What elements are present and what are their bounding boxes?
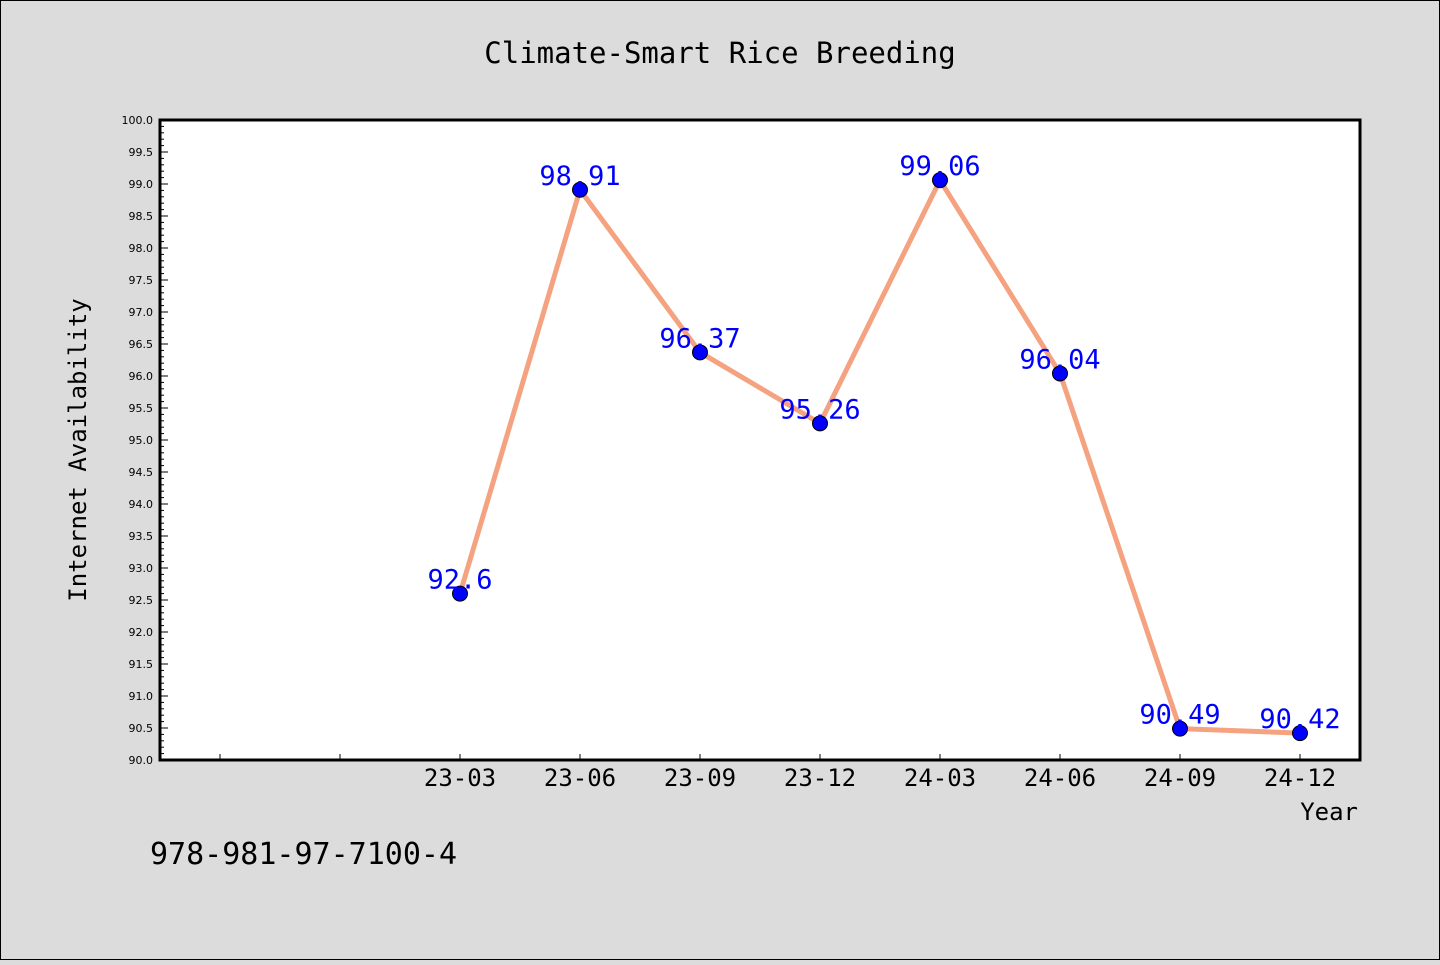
y-tick-label: 94.5 — [129, 466, 154, 479]
series-line — [457, 177, 1303, 736]
x-tick-label: 23-03 — [424, 764, 496, 792]
x-axis: 23-03 23-06 23-09 23-12 24-03 24-06 24-09 24-12 — [219, 754, 1336, 792]
data-point — [572, 181, 588, 198]
data-point — [1052, 365, 1068, 382]
series-layer: 92.6 98.91 96.37 95.26 99.06 96.04 90.49 90.42 — [427, 151, 1341, 742]
y-tick-label: 97.5 — [129, 274, 154, 287]
data-point — [812, 415, 828, 432]
data-label: 96.04 — [1019, 344, 1100, 375]
y-tick-label: 90.5 — [129, 722, 154, 735]
plot-frame — [158, 118, 1362, 762]
data-point — [932, 172, 948, 189]
y-tick-label: 97.0 — [129, 306, 154, 319]
data-point — [1172, 720, 1188, 737]
data-label: 96.37 — [659, 323, 740, 354]
chart-title: Climate-Smart Rice Breeding — [484, 36, 955, 70]
y-tick-label: 90.0 — [129, 754, 154, 767]
x-tick-label: 24-06 — [1024, 764, 1096, 792]
y-axis: 90.0 90.5 91.0 91.5 92.0 92.5 93.0 93.5 94.0 94.5… — [122, 114, 168, 767]
x-tick-label: 23-09 — [664, 764, 736, 792]
data-label: 95.26 — [779, 394, 860, 425]
x-tick-label: 24-12 — [1264, 764, 1336, 792]
y-tick-label: 100.0 — [122, 114, 154, 127]
y-tick-label: 93.0 — [129, 562, 154, 575]
x-tick-label: 24-09 — [1144, 764, 1216, 792]
x-tick-label: 23-12 — [784, 764, 856, 792]
y-tick-label: 95.5 — [129, 402, 154, 415]
y-tick-label: 93.5 — [129, 530, 154, 543]
y-tick-label: 96.5 — [129, 338, 154, 351]
y-axis-label: Internet Availability — [64, 298, 92, 601]
data-label: 90.42 — [1259, 704, 1340, 735]
data-label: 92.6 — [427, 565, 492, 596]
y-tick-label: 91.5 — [129, 658, 154, 671]
y-tick-label: 95.0 — [129, 434, 154, 447]
plot-area — [160, 120, 1360, 760]
data-point — [1292, 725, 1308, 742]
y-tick-label: 92.5 — [129, 594, 154, 607]
y-tick-label: 96.0 — [129, 370, 154, 383]
x-axis-label: Year — [1300, 798, 1358, 826]
y-tick-label: 98.0 — [129, 242, 154, 255]
data-label: 90.49 — [1139, 700, 1220, 731]
y-tick-label: 94.0 — [129, 498, 154, 511]
y-tick-label: 99.0 — [129, 178, 154, 191]
y-tick-label: 98.5 — [129, 210, 154, 223]
x-tick-label: 24-03 — [904, 764, 976, 792]
x-tick-label: 23-06 — [544, 764, 616, 792]
isbn-text: 978-981-97-7100-4 — [150, 837, 457, 872]
data-label: 99.06 — [899, 151, 980, 182]
data-point — [692, 344, 708, 361]
data-label: 98.91 — [539, 161, 620, 192]
data-point — [452, 585, 468, 602]
y-tick-label: 99.5 — [129, 146, 154, 159]
y-tick-label: 92.0 — [129, 626, 154, 639]
y-tick-label: 91.0 — [129, 690, 154, 703]
